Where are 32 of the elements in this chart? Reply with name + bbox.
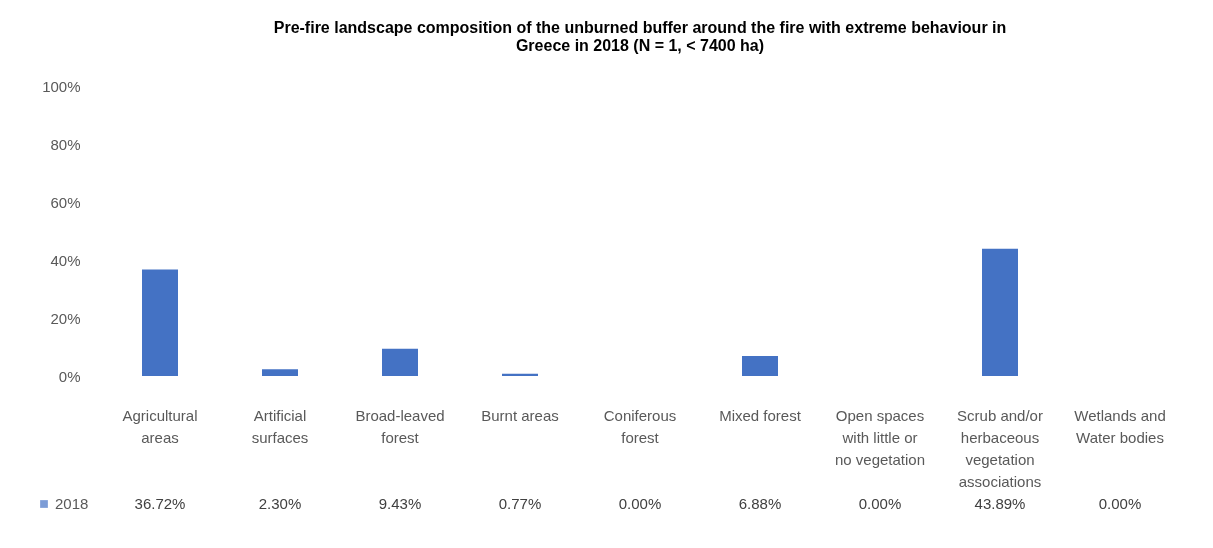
data-label: 36.72% [134,495,186,512]
x-tick-label: Artificial surfaces [251,407,309,446]
y-tick-label: 60% [50,193,81,211]
bar [502,373,538,376]
y-tick-label: 0% [58,367,81,385]
bar [382,348,418,376]
data-label: 2.30% [258,495,302,512]
y-tick-label: 80% [50,135,81,153]
bar [982,248,1018,376]
data-label: 0.77% [498,495,542,512]
x-tick-label: Coniferous forest [603,407,677,446]
data-label: 0.00% [618,495,662,512]
x-tick-label: Mixed forest [719,407,802,424]
data-label: 43.89% [974,495,1026,512]
data-label: 6.88% [738,495,782,512]
x-tick-label: Agricultural areas [122,407,198,446]
legend-label: 2018 [55,495,89,512]
y-tick-label: 100% [42,77,81,95]
x-tick-label: Broad-leaved forest [355,407,445,446]
x-tick-label: Scrub and/or herbaceous vegetation associations [957,407,1043,490]
x-tick-label: Open spaces with little or no vegetation [834,407,926,468]
data-label: 9.43% [378,495,422,512]
data-label: 0.00% [858,495,902,512]
chart-title: Pre-fire landscape composition of the unburned buffer around the fire with extreme behaviour in Greece in 2018 (N = 1, < 7400 ha) [273,19,1007,54]
bar [142,269,178,376]
x-tick-label: Wetlands and Water bodies [1074,407,1166,446]
y-tick-label: 40% [50,251,81,269]
x-tick-label: Burnt areas [481,407,559,424]
bar [262,369,298,376]
data-label: 0.00% [1098,495,1142,512]
y-tick-label: 20% [50,309,81,327]
bar [742,356,778,376]
